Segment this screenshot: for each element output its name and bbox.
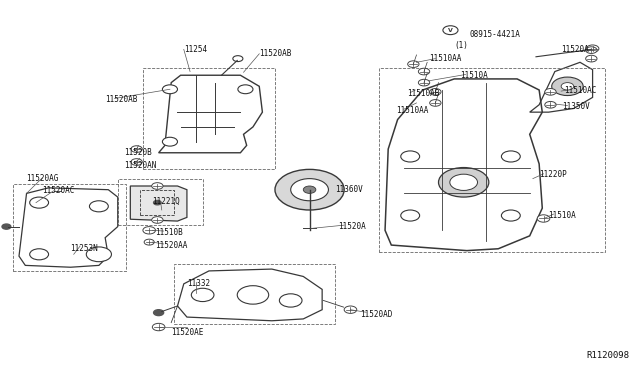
Circle shape xyxy=(131,159,142,165)
Text: 11510B: 11510B xyxy=(156,228,183,237)
Text: 11332: 11332 xyxy=(187,279,210,288)
Text: V: V xyxy=(448,28,453,33)
Circle shape xyxy=(552,77,583,96)
Text: 11520AE: 11520AE xyxy=(172,328,204,337)
Text: 11510AB: 11510AB xyxy=(407,89,440,98)
Text: 11520AD: 11520AD xyxy=(360,310,392,319)
Text: 11520AC: 11520AC xyxy=(42,186,75,195)
Circle shape xyxy=(154,310,164,315)
Text: 11520AN: 11520AN xyxy=(124,161,156,170)
Bar xyxy=(13,184,126,271)
Circle shape xyxy=(152,217,163,223)
Text: 11520AA: 11520AA xyxy=(156,241,188,250)
Text: 11510AC: 11510AC xyxy=(564,86,596,94)
Text: (1): (1) xyxy=(454,41,468,50)
Polygon shape xyxy=(131,186,187,221)
Circle shape xyxy=(29,197,49,208)
Circle shape xyxy=(419,79,429,86)
Circle shape xyxy=(191,288,214,302)
Circle shape xyxy=(152,323,165,331)
Circle shape xyxy=(537,215,550,222)
Circle shape xyxy=(429,89,441,95)
Circle shape xyxy=(401,151,420,162)
Circle shape xyxy=(450,174,477,190)
Circle shape xyxy=(501,151,520,162)
Text: 11221Q: 11221Q xyxy=(152,197,180,206)
Text: 11520AB: 11520AB xyxy=(259,49,292,58)
Circle shape xyxy=(303,186,316,193)
Circle shape xyxy=(144,239,154,245)
Circle shape xyxy=(280,294,302,307)
Text: 11520AG: 11520AG xyxy=(26,174,59,183)
Text: R1120098: R1120098 xyxy=(586,351,629,360)
Circle shape xyxy=(586,47,597,54)
Text: 11520A: 11520A xyxy=(561,45,589,54)
Circle shape xyxy=(438,167,489,197)
Circle shape xyxy=(131,146,142,153)
Text: 11520AB: 11520AB xyxy=(105,95,138,104)
Text: 11510AA: 11510AA xyxy=(396,106,429,115)
Circle shape xyxy=(501,210,520,221)
Circle shape xyxy=(401,210,420,221)
Circle shape xyxy=(163,137,177,146)
Circle shape xyxy=(29,249,49,260)
Circle shape xyxy=(237,286,269,304)
Text: 11510A: 11510A xyxy=(548,211,576,220)
Text: 11520A: 11520A xyxy=(338,222,365,231)
Text: 11520B: 11520B xyxy=(124,148,152,157)
Text: 08915-4421A: 08915-4421A xyxy=(470,30,521,39)
Text: 11510AA: 11510AA xyxy=(429,54,461,63)
Circle shape xyxy=(2,224,11,229)
Circle shape xyxy=(586,45,599,52)
Bar xyxy=(379,68,605,253)
Text: 11510A: 11510A xyxy=(461,71,488,80)
Bar xyxy=(118,179,203,225)
Circle shape xyxy=(408,61,419,67)
Circle shape xyxy=(238,85,253,94)
Text: 11350V: 11350V xyxy=(563,102,590,111)
Circle shape xyxy=(586,55,597,62)
Circle shape xyxy=(443,26,458,35)
Circle shape xyxy=(152,183,163,189)
Circle shape xyxy=(143,227,156,234)
Circle shape xyxy=(154,201,161,205)
Circle shape xyxy=(275,169,344,210)
Circle shape xyxy=(429,100,441,106)
Circle shape xyxy=(545,89,556,95)
Circle shape xyxy=(344,306,356,313)
Bar xyxy=(143,68,275,169)
Circle shape xyxy=(90,201,108,212)
Text: 11220P: 11220P xyxy=(539,170,567,179)
Circle shape xyxy=(233,56,243,62)
Text: 11254: 11254 xyxy=(184,45,207,54)
Bar xyxy=(174,263,335,324)
Circle shape xyxy=(545,102,556,108)
Circle shape xyxy=(86,247,111,262)
Text: 11360V: 11360V xyxy=(335,185,362,194)
Circle shape xyxy=(163,85,177,94)
Text: 11253N: 11253N xyxy=(70,244,99,253)
Circle shape xyxy=(419,68,429,75)
Circle shape xyxy=(291,179,328,201)
Circle shape xyxy=(561,83,573,90)
